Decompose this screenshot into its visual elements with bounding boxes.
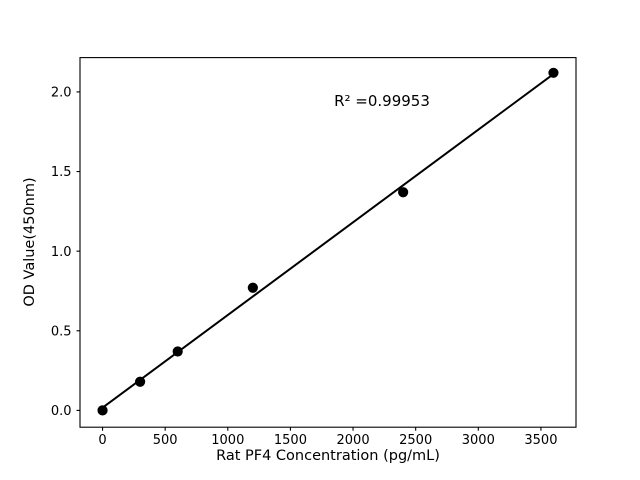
y-tick-label: 0.0: [51, 404, 72, 419]
data-point: [97, 405, 108, 416]
y-tick-label: 2.0: [51, 86, 72, 101]
plot-frame: [79, 57, 577, 428]
x-tick-label: 3000: [462, 433, 495, 448]
data-point: [548, 67, 559, 78]
data-point: [135, 376, 146, 387]
data-point: [398, 187, 409, 198]
y-tick-label: 1.5: [51, 165, 72, 180]
data-point: [247, 282, 258, 293]
x-tick-label: 2000: [337, 433, 370, 448]
x-tick-label: 2500: [399, 433, 432, 448]
x-tick-label: 500: [153, 433, 178, 448]
x-tick-label: 3500: [524, 433, 557, 448]
x-tick-label: 1500: [274, 433, 307, 448]
r-squared-annotation: R² =0.99953: [334, 92, 430, 110]
y-tick-label: 1.0: [51, 245, 72, 260]
fit-line: [101, 73, 555, 409]
x-axis-label: Rat PF4 Concentration (pg/mL): [216, 448, 440, 464]
y-tick-label: 0.5: [51, 324, 72, 339]
data-point: [172, 346, 183, 357]
x-tick-label: 0: [98, 433, 106, 448]
x-tick-label: 1000: [211, 433, 244, 448]
y-axis-label: OD Value(450nm): [22, 177, 38, 307]
